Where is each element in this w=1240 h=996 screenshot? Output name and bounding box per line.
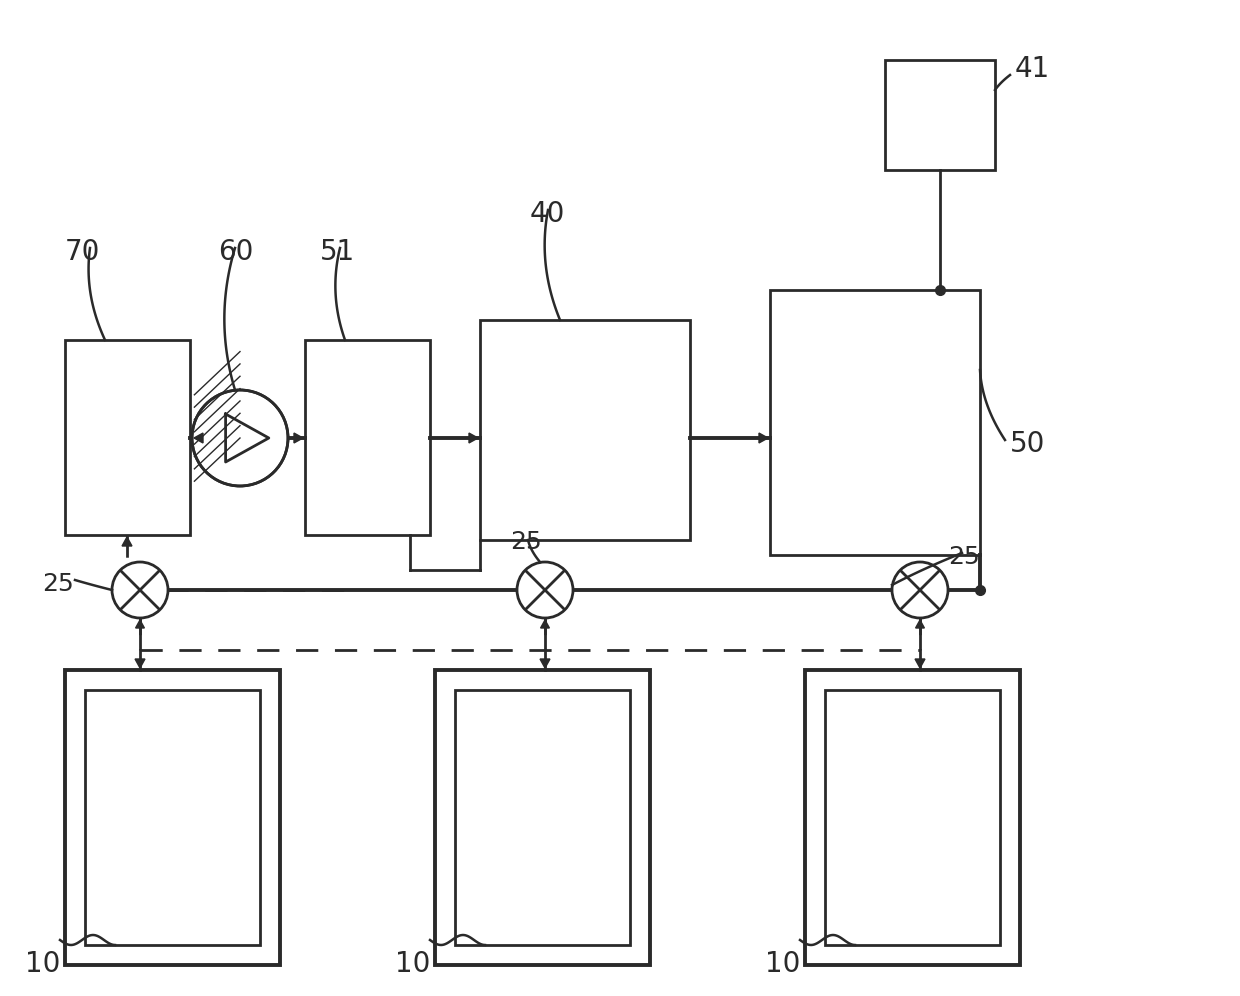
Text: 40: 40 [529,200,565,228]
Circle shape [112,562,167,618]
Bar [455,690,630,945]
Circle shape [892,562,949,618]
Text: 25: 25 [42,572,73,596]
Bar [805,670,1021,965]
Polygon shape [193,433,203,443]
Polygon shape [541,620,549,628]
Bar [64,670,280,965]
Text: 10: 10 [25,950,61,978]
Text: 25: 25 [949,545,980,569]
Polygon shape [915,659,925,668]
Bar [885,60,994,170]
Text: 51: 51 [320,238,355,266]
Bar [435,670,650,965]
Text: 50: 50 [1011,430,1045,458]
Bar [305,340,430,535]
Polygon shape [469,433,477,443]
Text: 41: 41 [1016,55,1050,83]
Text: 60: 60 [218,238,253,266]
Bar [825,690,999,945]
Text: 10: 10 [396,950,430,978]
Polygon shape [541,659,551,668]
Text: 25: 25 [510,530,542,554]
Polygon shape [915,620,924,628]
Bar [86,690,260,945]
Bar [64,340,190,535]
Circle shape [517,562,573,618]
Bar [770,290,980,555]
Text: 10: 10 [765,950,800,978]
Text: 70: 70 [64,238,100,266]
Polygon shape [294,433,303,443]
Polygon shape [759,433,768,443]
Polygon shape [122,537,131,546]
Polygon shape [135,620,144,628]
Bar [480,320,689,540]
Circle shape [192,390,288,486]
Polygon shape [135,659,145,668]
